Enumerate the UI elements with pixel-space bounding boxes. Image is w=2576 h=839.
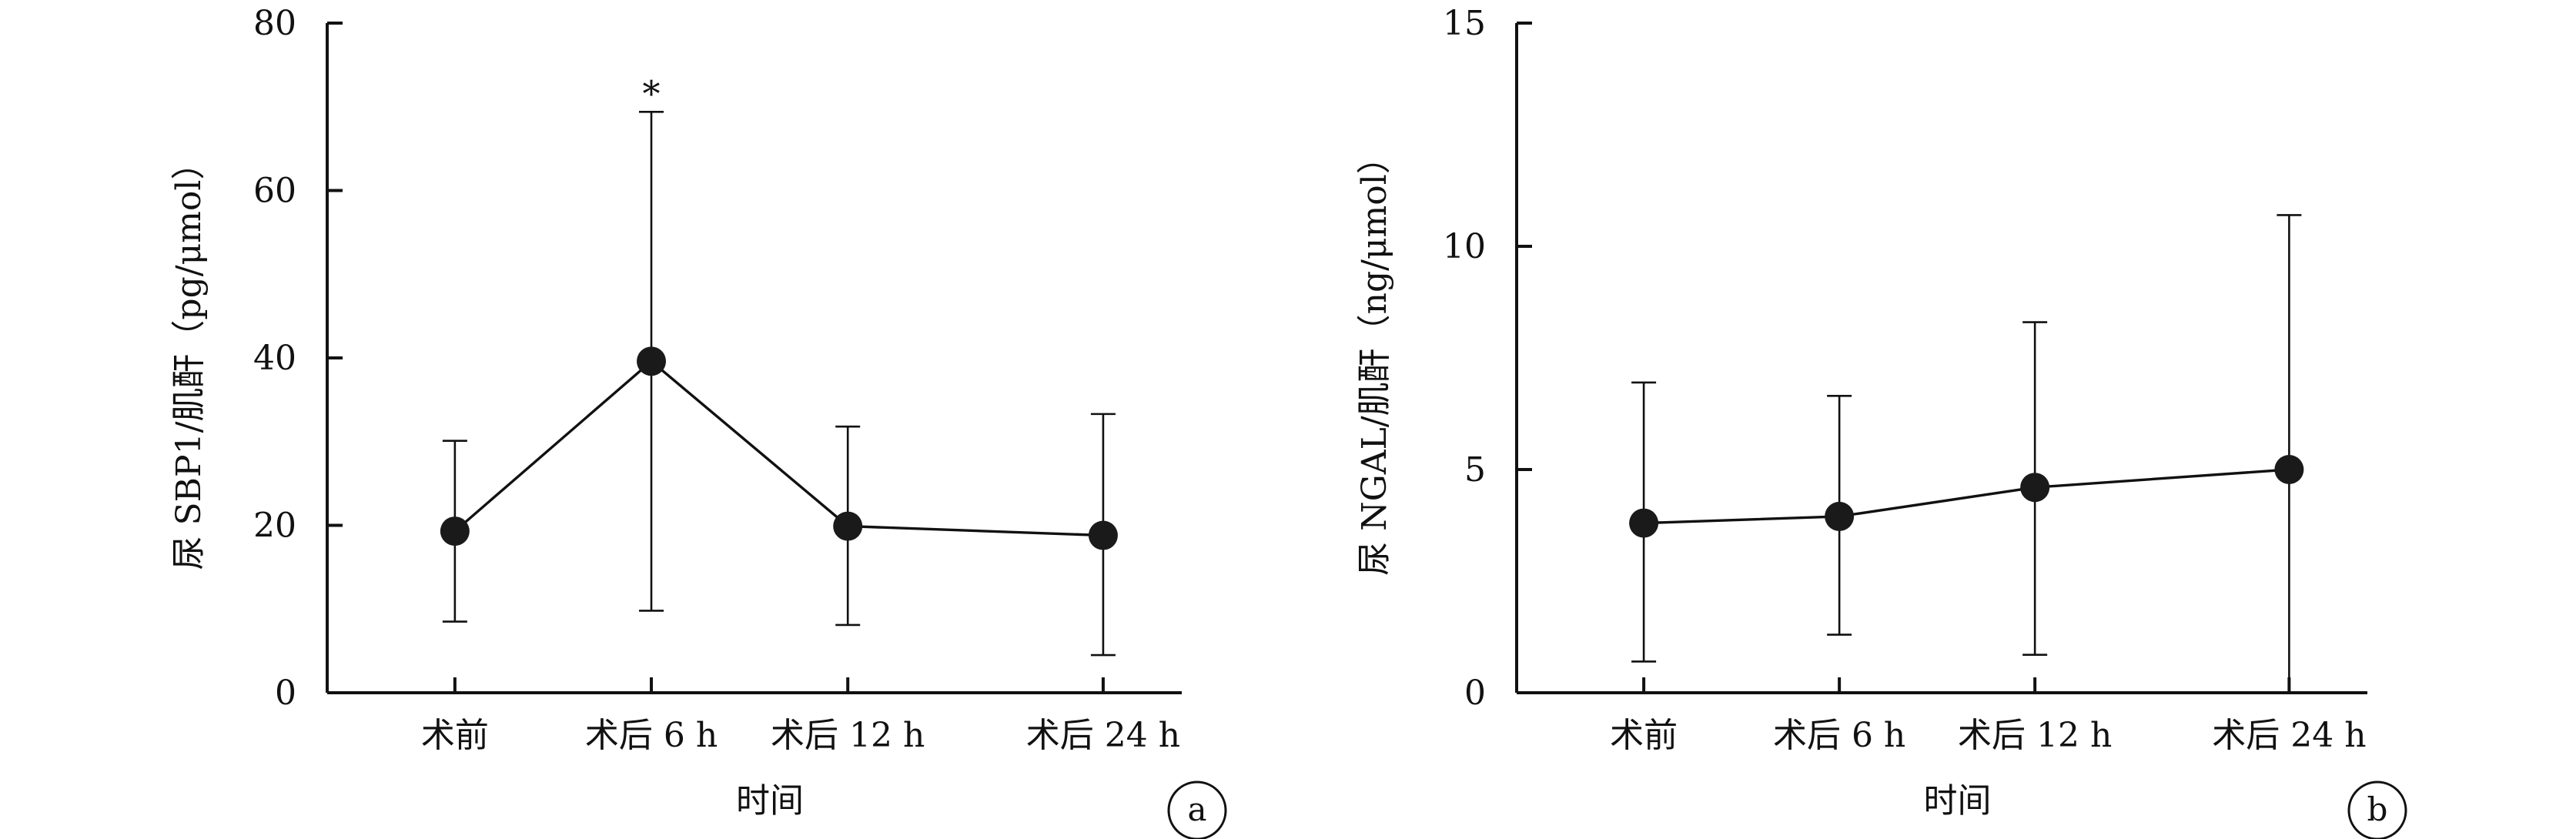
y-tick-label: 20 <box>253 506 296 546</box>
data-point <box>2274 455 2304 484</box>
data-point <box>833 511 863 541</box>
x-category-label: 术前 <box>421 716 489 755</box>
x-category-label: 术后 12 h <box>1958 716 2112 755</box>
y-tick-label: 10 <box>1443 227 1486 266</box>
y-tick-label: 0 <box>1464 674 1486 713</box>
x-axis-title: 时间 <box>736 781 804 821</box>
y-tick-label: 0 <box>275 674 296 713</box>
x-category-label: 术后 12 h <box>771 716 925 755</box>
y-tick-label: 5 <box>1464 450 1486 490</box>
y-axis-title: 尿 NGAL/肌酐（ng/μmol） <box>1355 140 1394 576</box>
panel-label-circle <box>1167 781 1227 839</box>
panel-b-chart: 0 5 10 15 术前 术后 6 h 术后 12 h 术后 24 h 尿 NGAL/肌酐（ng… <box>1355 4 2407 839</box>
x-category-label: 术后 6 h <box>585 716 718 755</box>
data-point <box>637 346 667 376</box>
panel-label: b <box>2367 791 2388 828</box>
y-tick-label: 60 <box>253 172 296 211</box>
y-tick-label: 80 <box>253 4 296 43</box>
panel-label-circle <box>2347 781 2407 839</box>
x-category-label: 术后 24 h <box>2212 716 2366 755</box>
y-tick-label: 15 <box>1443 4 1486 43</box>
data-point <box>440 516 470 547</box>
data-point <box>1825 501 1855 531</box>
data-point <box>1088 520 1118 550</box>
x-category-label: 术后 24 h <box>1026 716 1180 755</box>
significance-mark: * <box>643 72 661 114</box>
y-axis-title: 尿 SBP1/肌酐（pg/μmol） <box>169 146 209 570</box>
y-tick-label: 40 <box>253 339 296 378</box>
x-category-label: 术前 <box>1610 716 1678 755</box>
series-line <box>1644 468 2290 525</box>
series-line <box>453 359 1103 537</box>
data-point <box>1629 508 1659 538</box>
panel-label: a <box>1187 791 1206 828</box>
panel-a-chart: 0 20 40 60 80 术前 术后 6 h 术后 12 h 术后 24 h 尿 SBP1/肌酐… <box>169 4 1227 839</box>
data-point <box>2020 473 2050 503</box>
x-category-label: 术后 6 h <box>1773 716 1905 755</box>
x-axis-title: 时间 <box>1924 781 1992 821</box>
